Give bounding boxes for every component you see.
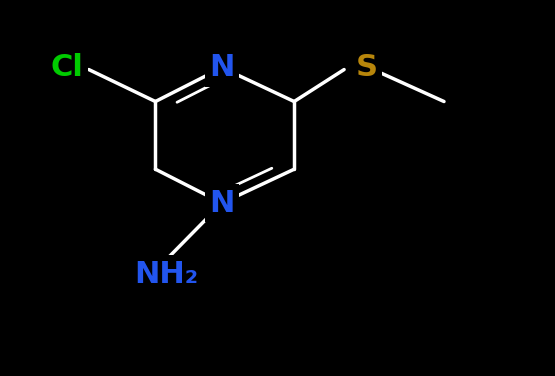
Text: S: S: [355, 53, 377, 82]
Text: Cl: Cl: [50, 53, 83, 82]
Text: NH₂: NH₂: [134, 260, 199, 289]
Text: N: N: [209, 53, 235, 82]
Text: N: N: [209, 188, 235, 218]
